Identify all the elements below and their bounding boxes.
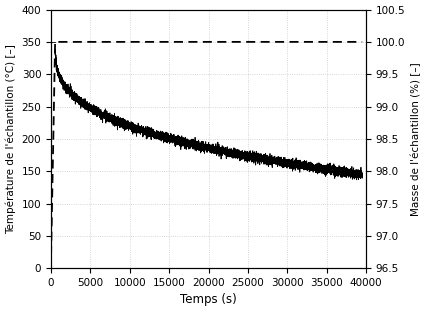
Y-axis label: Température de l'échantillon (°C) [–]: Température de l'échantillon (°C) [–] — [6, 44, 16, 234]
X-axis label: Temps (s): Temps (s) — [180, 294, 236, 306]
Y-axis label: Masse de l'échantillon (%) [–]: Masse de l'échantillon (%) [–] — [410, 62, 420, 216]
